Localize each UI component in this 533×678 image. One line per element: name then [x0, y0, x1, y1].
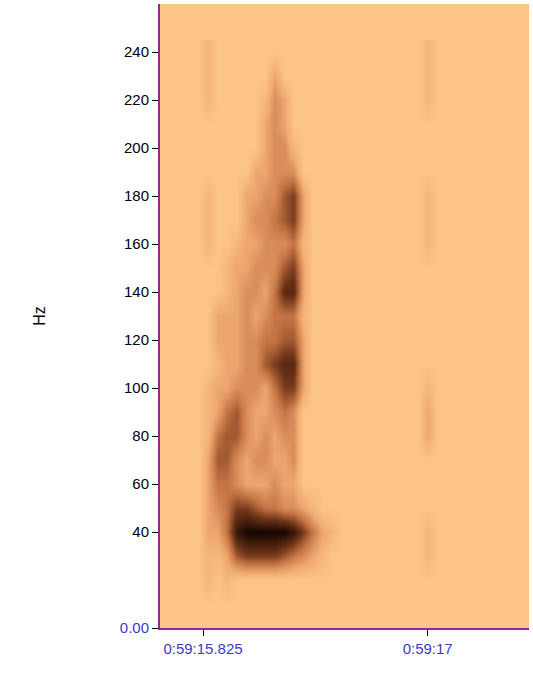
- svg-text:0.00: 0.00: [120, 619, 149, 636]
- svg-text:160: 160: [124, 235, 149, 252]
- svg-text:200: 200: [124, 139, 149, 156]
- svg-text:Hz: Hz: [31, 306, 48, 326]
- svg-text:80: 80: [132, 427, 149, 444]
- svg-text:240: 240: [124, 43, 149, 60]
- svg-text:0:59:17: 0:59:17: [403, 640, 453, 657]
- svg-text:140: 140: [124, 283, 149, 300]
- svg-text:180: 180: [124, 187, 149, 204]
- svg-text:60: 60: [132, 475, 149, 492]
- svg-text:0:59:15.825: 0:59:15.825: [163, 640, 242, 657]
- svg-text:40: 40: [132, 523, 149, 540]
- svg-text:220: 220: [124, 91, 149, 108]
- svg-text:120: 120: [124, 331, 149, 348]
- svg-text:100: 100: [124, 379, 149, 396]
